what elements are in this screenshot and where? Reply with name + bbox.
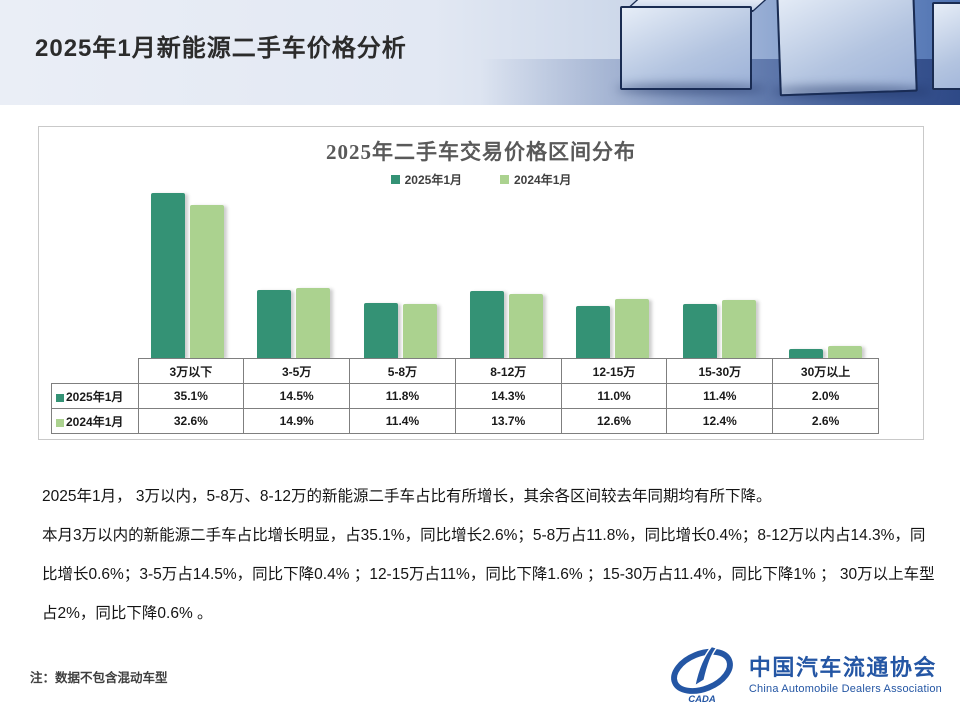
bar [828,345,863,358]
legend-label-2024: 2024年1月 [514,173,572,187]
bar [615,298,650,358]
table-value-cell: 35.1% [137,383,245,409]
bar [469,290,504,358]
table-value-cell: 11.0% [560,383,668,409]
cada-logo-text: 中国汽车流通协会 China Automobile Dealers Associ… [749,655,942,695]
table-header-cell: 3-5万 [243,358,351,384]
legend-label-2025: 2025年1月 [404,173,462,187]
table-header-cell: 5-8万 [349,358,456,384]
table-value-cell: 11.4% [349,408,456,434]
row-legend-swatch [56,418,64,427]
bar [402,304,437,358]
table-value-cell: 14.3% [454,383,562,409]
table-header-cell: 15-30万 [666,358,774,384]
table-value-cell: 13.7% [454,408,562,434]
table-value-cell: 11.4% [666,383,774,409]
table-header-cell: 12-15万 [560,358,668,384]
row-legend-swatch [56,393,64,402]
table-corner-cell [52,359,139,384]
cada-logo-mark-text: CADA [688,694,716,705]
bar-group-2 [240,184,346,358]
cube-front-face [620,6,752,90]
bar [363,302,398,358]
bar-group-5 [560,184,666,358]
legend-item-2025: 2025年1月 [390,171,462,188]
table-value-cell: 11.8% [349,383,456,409]
bar [682,304,717,358]
bar-group-6 [666,184,772,358]
table-value-cell: 14.5% [243,383,351,409]
bar [789,348,824,358]
table-row-label: 2025年1月 [51,383,139,409]
legend-item-2024: 2024年1月 [500,171,571,188]
bar [508,293,543,358]
chart-data-table: 3万以下 3-5万 5-8万 8-12万 12-15万 15-30万 30万以上 2025年1… [51,358,879,434]
bar-group-7 [773,184,879,358]
table-value-cell: 12.6% [560,408,668,434]
bar-group-1 [134,184,240,358]
analysis-paragraph-1: 2025年1月， 3万以内，5-8万、8-12万的新能源二手车占比有所增长，其余… [42,488,772,505]
legend-swatch-2025 [390,175,400,184]
cube-shadow [616,84,766,94]
table-value-cell: 14.9% [243,408,351,434]
bar [576,306,611,358]
table-header-cell: 30万以上 [772,358,879,384]
chart-legend: 2025年1月 2024年1月 [39,171,923,188]
analysis-paragraph-2: 本月3万以内的新能源二手车占比增长明显，占35.1%，同比增长2.6%；5-8万… [42,527,935,622]
bar-group-3 [347,184,453,358]
analysis-text: 2025年1月， 3万以内，5-8万、8-12万的新能源二手车占比有所增长，其余… [42,477,940,633]
bar [721,299,756,358]
table-row: 2025年1月 35.1% 14.5% 11.8% 14.3% 11.0% 11.4% 2.0… [51,383,879,409]
chart-card: 2025年二手车交易价格区间分布 2025年1月 2024年1月 3万以下 3-5… [38,126,924,440]
page-title: 2025年1月新能源二手车价格分析 [35,35,407,62]
bar-plot [134,184,879,358]
slide-header: 2025年1月新能源二手车价格分析 [0,0,960,105]
table-header-cell: 3万以下 [137,358,245,384]
cada-logo-icon: CADA [671,645,733,705]
footnote: 注：数据不包含混动车型 [30,671,168,685]
bar [189,204,224,358]
bar [150,192,185,358]
table-value-cell: 12.4% [666,408,774,434]
bar [296,287,331,358]
table-row-label: 2024年1月 [51,408,139,434]
cube-front-face [932,2,960,90]
table-value-cell: 2.0% [772,383,879,409]
cube-front-face [776,0,918,97]
chart-title: 2025年二手车交易价格区间分布 [326,140,636,164]
table-value-cell: 32.6% [137,408,245,434]
table-header-cell: 8-12万 [454,358,562,384]
table-header-row: 3万以下 3-5万 5-8万 8-12万 12-15万 15-30万 30万以上 [52,358,879,384]
bar [257,289,292,358]
cada-logo-en: China Automobile Dealers Association [748,683,942,695]
table-value-cell: 2.6% [772,408,879,434]
cube-shadow [772,86,932,97]
cada-logo: CADA 中国汽车流通协会 China Automobile Dealers A… [665,645,942,705]
bar-group-4 [453,184,559,358]
cada-logo-cn: 中国汽车流通协会 [748,655,937,680]
table-row: 2024年1月 32.6% 14.9% 11.4% 13.7% 12.6% 12.4% 2.6… [51,408,879,434]
legend-swatch-2024 [500,175,509,184]
